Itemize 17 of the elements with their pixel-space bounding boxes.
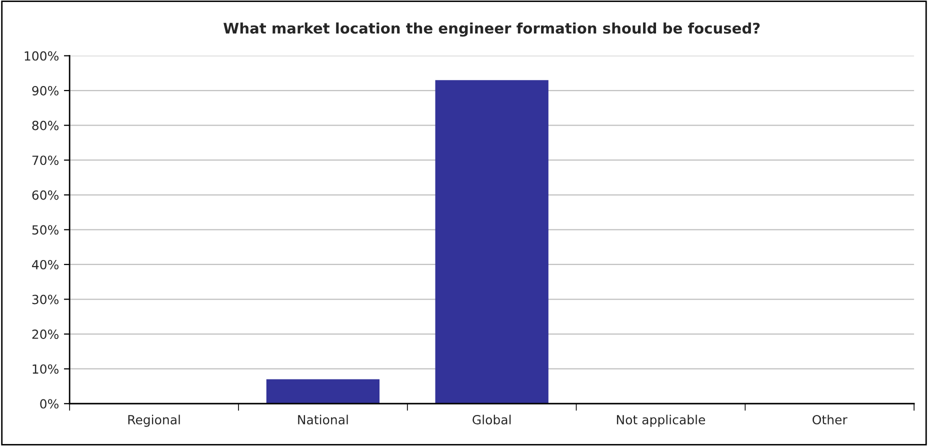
y-tick-label: 70% (32, 156, 58, 166)
y-tick-label: 30% (32, 294, 58, 304)
y-tick-label: 80% (32, 120, 58, 130)
x-tick-label: Not applicable (616, 414, 706, 427)
chart-title: What market location the engineer formation should be focused? (224, 22, 760, 37)
y-tick-label: 60% (32, 190, 58, 200)
y-tick-label: 20% (32, 330, 58, 339)
x-tick-label: Other (812, 414, 848, 424)
x-tick-label: Regional (128, 414, 180, 427)
y-tick-label: 10% (32, 364, 58, 374)
x-tick-label: Global (472, 414, 511, 424)
x-tick-label: National (298, 414, 348, 424)
y-tick-label: 0% (40, 399, 58, 409)
y-tick-label: 100% (24, 51, 58, 61)
y-tick-label: 40% (32, 260, 58, 270)
y-tick-label: 50% (32, 225, 58, 235)
y-tick-label: 90% (32, 86, 58, 96)
